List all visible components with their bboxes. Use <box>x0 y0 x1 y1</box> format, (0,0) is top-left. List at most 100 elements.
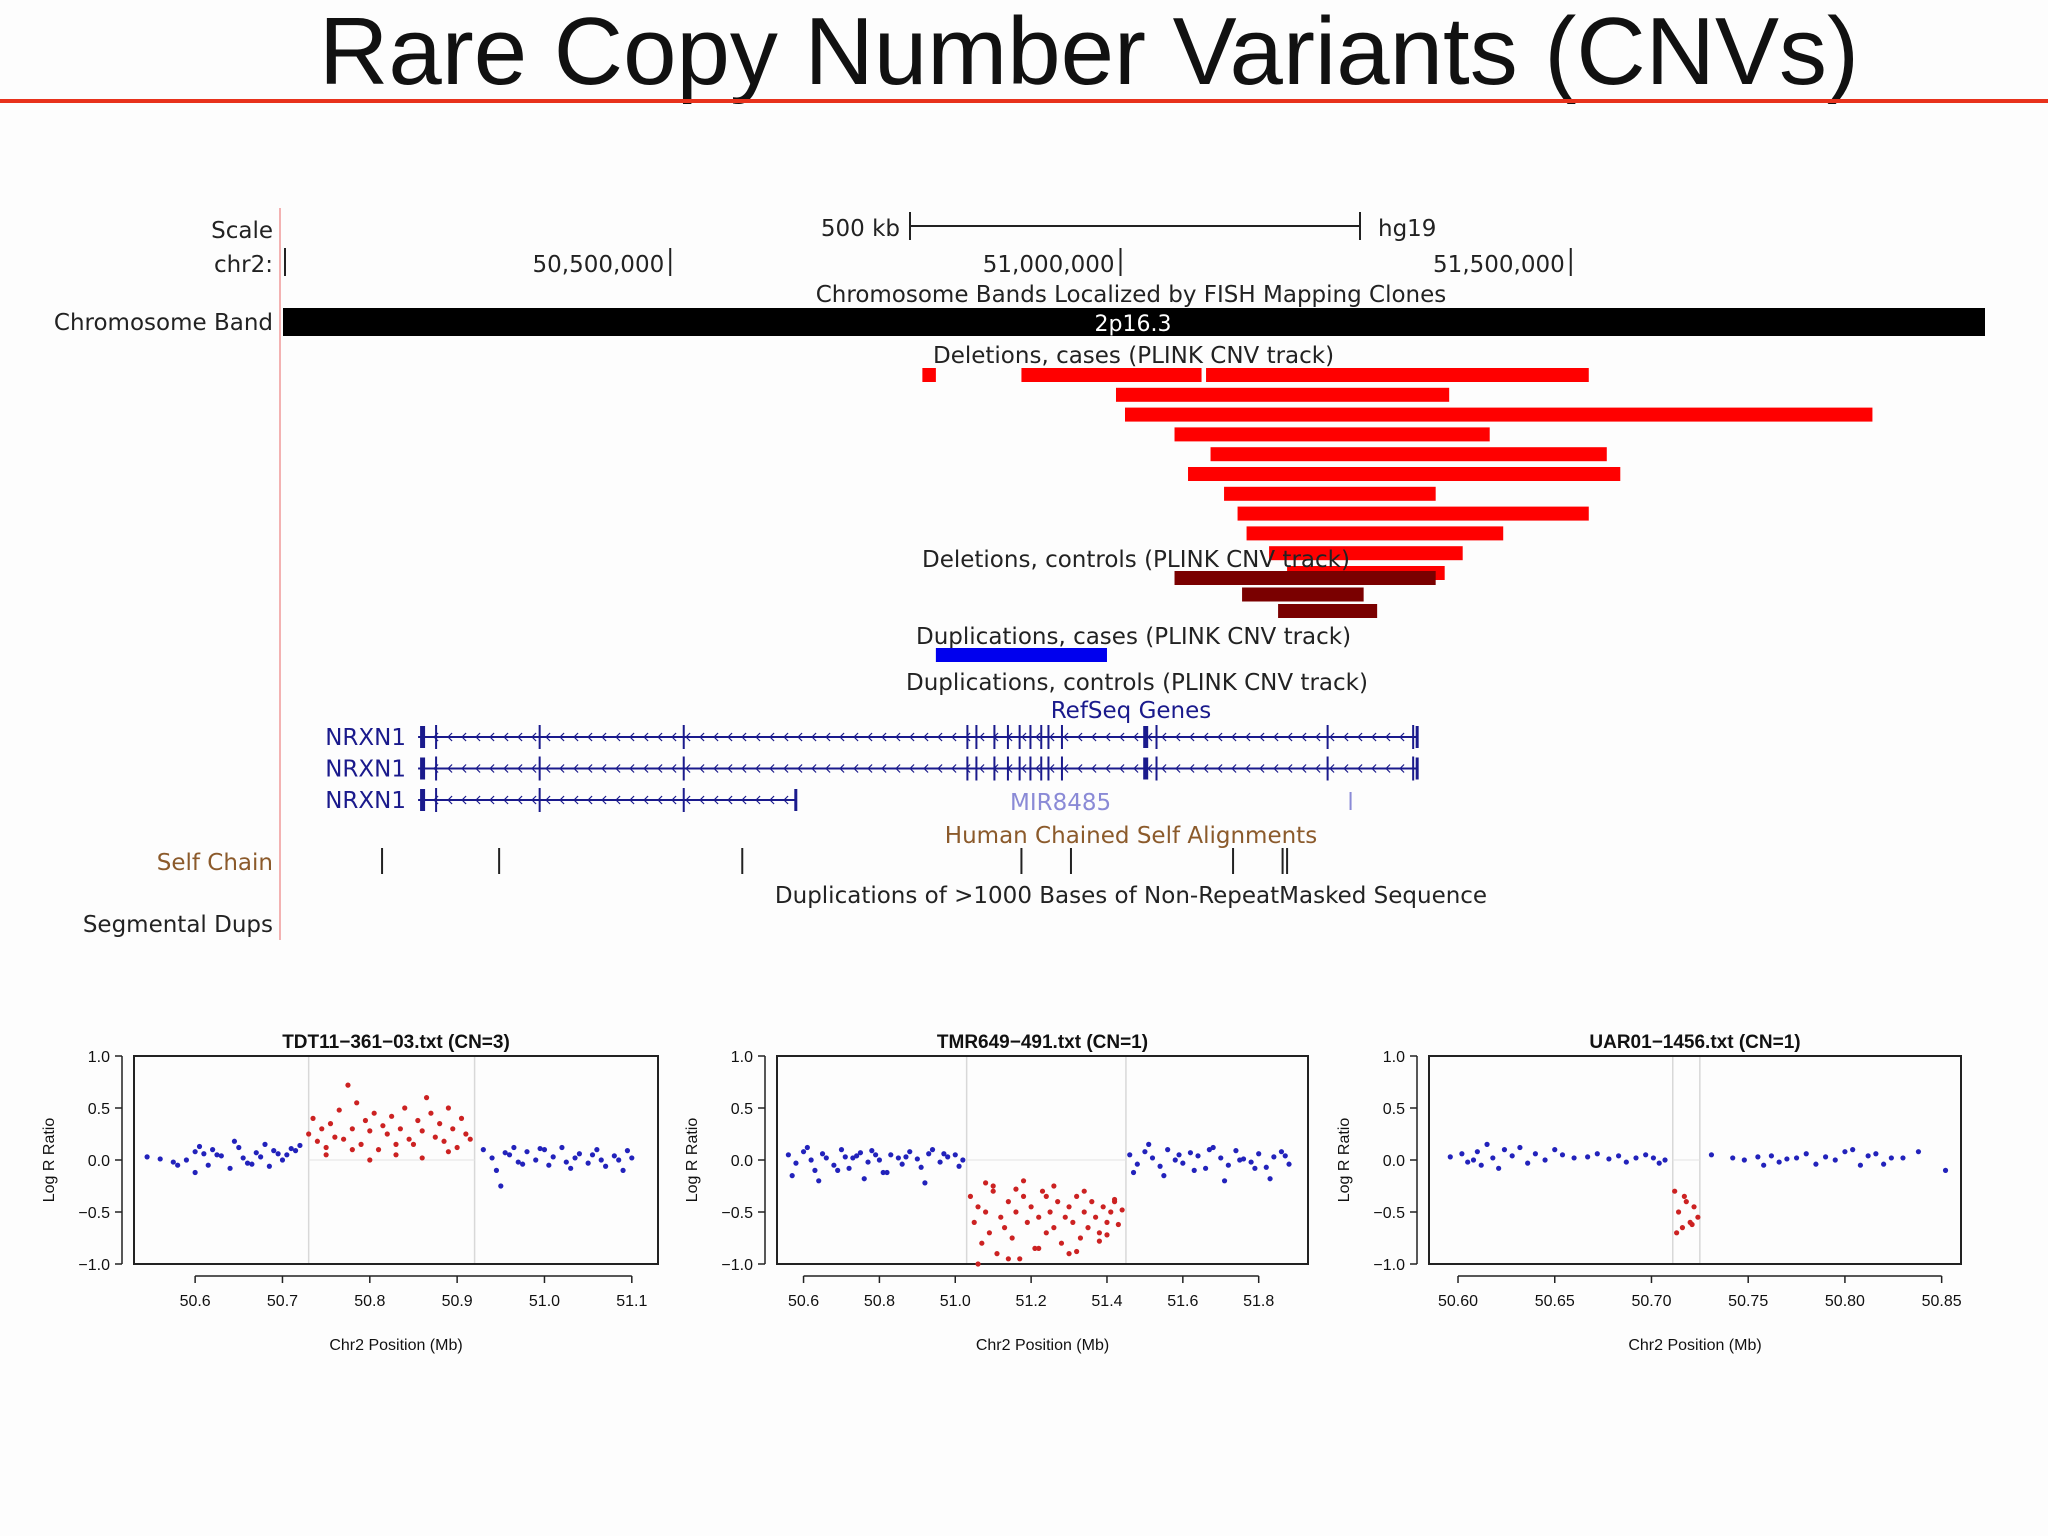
normal-probe-point <box>888 1152 894 1158</box>
del-cases-track[interactable] <box>922 368 1873 580</box>
gene-strand-arrow <box>755 732 761 742</box>
deletion-case-bar[interactable] <box>1210 447 1607 462</box>
normal-probe-point <box>284 1152 290 1158</box>
dup-cases-track[interactable] <box>935 648 1107 662</box>
cnv-probe-point <box>332 1134 338 1140</box>
mirna-label[interactable]: MIR8485 <box>1010 790 1111 816</box>
cnv-probe-point <box>990 1188 996 1194</box>
y-tick-label: 0.5 <box>731 1101 753 1118</box>
gene-strand-arrow <box>1287 764 1293 773</box>
x-tick-label: 50.65 <box>1535 1293 1575 1310</box>
self-chain-track[interactable] <box>381 848 1289 874</box>
gene-strand-arrow <box>461 795 467 805</box>
cnv-probe-point <box>1085 1225 1091 1231</box>
deletion-case-bar[interactable] <box>1188 467 1621 481</box>
deletion-case-bar[interactable] <box>1115 387 1450 402</box>
gene-strand-arrow <box>447 732 453 742</box>
gene-strand-arrow <box>531 764 537 773</box>
cnv-probe-point <box>971 1219 977 1225</box>
gene-exon <box>1047 725 1050 749</box>
deletion-case-bar[interactable] <box>1174 427 1490 442</box>
gene-exon <box>1060 725 1063 749</box>
gene-strand-arrow <box>1175 732 1181 742</box>
deletion-control-bar[interactable] <box>1242 587 1364 602</box>
gene-label[interactable]: NRXN1 <box>325 725 406 751</box>
cnv-probe-point <box>1687 1219 1693 1225</box>
normal-probe-point <box>515 1159 521 1165</box>
y-tick-label: −0.5 <box>1373 1205 1405 1222</box>
normal-probe-point <box>1149 1155 1156 1161</box>
normal-probe-point <box>240 1155 246 1161</box>
cnv-probe-point <box>1695 1214 1701 1220</box>
normal-probe-point <box>629 1155 635 1161</box>
gene-strand-arrow <box>1049 732 1055 742</box>
duplication-case-bar[interactable] <box>935 648 1107 662</box>
deletion-control-bar[interactable] <box>1174 571 1436 585</box>
deletion-case-bar[interactable] <box>1246 526 1504 541</box>
gene-strand-arrow <box>545 732 551 742</box>
self-chain-track-title: Human Chained Self Alignments <box>945 823 1317 849</box>
deletion-case-bar[interactable] <box>922 368 936 382</box>
normal-probe-point <box>907 1149 913 1155</box>
gene-strand-arrow <box>951 764 957 773</box>
cnv-probe-point <box>419 1128 425 1134</box>
deletion-case-bar[interactable] <box>1206 368 1589 382</box>
deletion-case-bar[interactable] <box>1269 546 1463 561</box>
normal-probe-point <box>1237 1157 1243 1163</box>
gene-strand-arrow <box>1315 732 1321 742</box>
x-tick-label: 50.8 <box>864 1293 895 1310</box>
gene-strand-arrow <box>1105 764 1111 773</box>
gene-strand-arrow <box>923 732 929 742</box>
gene-strand-arrow <box>881 764 887 773</box>
deletion-control-bar[interactable] <box>1278 604 1378 618</box>
normal-probe-point <box>227 1165 233 1171</box>
normal-probe-point <box>876 1157 883 1163</box>
gene-label[interactable]: NRXN1 <box>325 757 406 783</box>
cnv-probe-point <box>389 1113 395 1119</box>
deletion-case-bar[interactable] <box>1237 506 1589 521</box>
normal-probe-point <box>1127 1152 1133 1158</box>
cnv-probe-point <box>1093 1214 1099 1220</box>
normal-probe-point <box>1850 1147 1856 1153</box>
gene-strand-arrow <box>1091 732 1097 742</box>
gene-strand-arrow <box>531 795 537 805</box>
gene-exon <box>993 725 996 749</box>
normal-probe-point <box>1252 1165 1258 1171</box>
genome-browser[interactable]: Scale chr2: 500 kb hg19 50,500,000 51,000… <box>0 0 2048 980</box>
gene-exon <box>538 725 541 749</box>
cnv-probe-point <box>1047 1209 1053 1215</box>
gene-strand-arrow <box>1273 764 1279 773</box>
cnv-probe-point <box>1689 1221 1695 1228</box>
deletion-case-bar[interactable] <box>1124 407 1873 422</box>
gene-label[interactable]: NRXN1 <box>325 788 406 814</box>
normal-probe-point <box>1142 1149 1148 1155</box>
normal-probe-point <box>1643 1152 1649 1158</box>
cnv-probe-point <box>1675 1209 1682 1215</box>
refseq-track[interactable]: NRXN1 NRXN1 NRXN1 <box>325 725 1419 814</box>
cnv-probe-point <box>1005 1256 1011 1262</box>
gene-strand-arrow <box>615 795 621 805</box>
gene-strand-arrow <box>1049 764 1055 773</box>
normal-probe-point <box>842 1154 848 1160</box>
gene-exon <box>1155 756 1158 781</box>
chromosome-band[interactable] <box>283 308 1985 336</box>
normal-probe-point <box>1206 1147 1212 1153</box>
cnv-probe-point <box>1070 1219 1076 1225</box>
normal-probe-point <box>249 1161 255 1167</box>
gene-exon <box>1040 725 1043 749</box>
deletion-case-bar[interactable] <box>1021 368 1202 382</box>
gene-strand-arrow <box>713 732 719 742</box>
del-controls-track[interactable] <box>1174 571 1436 618</box>
normal-probe-point <box>880 1169 886 1176</box>
normal-probe-point <box>537 1145 543 1152</box>
cnv-probe-point <box>975 1204 981 1210</box>
normal-probe-point <box>144 1154 150 1160</box>
gene-strand-arrow <box>1133 764 1139 773</box>
gene-strand-arrow <box>909 732 915 742</box>
y-tick-label: 0.0 <box>731 1153 753 1170</box>
gene-strand-arrow <box>853 732 859 742</box>
gene-strand-arrow <box>671 795 677 805</box>
gene-strand-arrow <box>587 732 593 742</box>
deletion-case-bar[interactable] <box>1224 486 1436 501</box>
gene-strand-arrow <box>1077 732 1083 742</box>
